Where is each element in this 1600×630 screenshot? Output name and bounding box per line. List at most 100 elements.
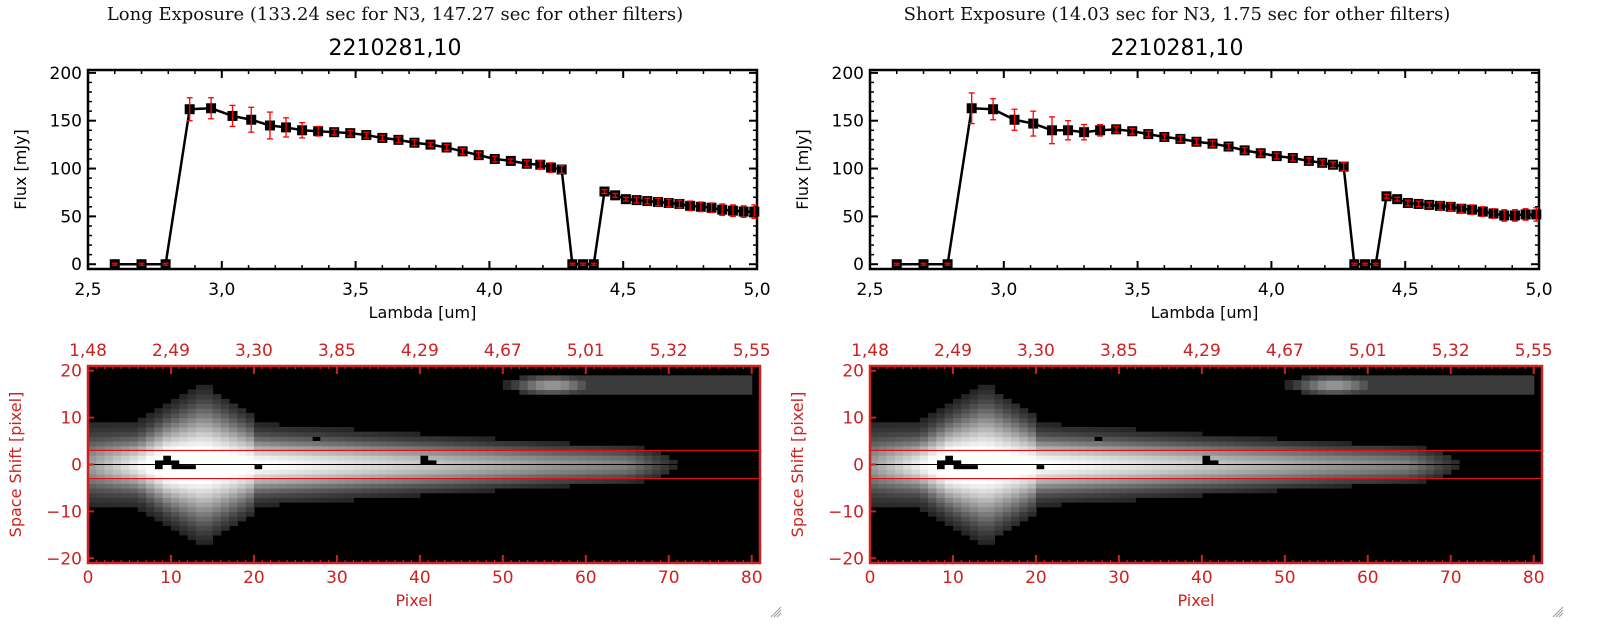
image-pixel — [969, 426, 979, 433]
image-pixel — [237, 412, 247, 419]
image-pixel — [1268, 473, 1278, 480]
image-pixel — [96, 422, 106, 428]
image-pixel — [262, 478, 272, 484]
image-pixel — [952, 441, 962, 447]
exposure-title: Long Exposure (133.24 sec for N3, 147.27… — [106, 4, 684, 25]
image-pixel — [204, 422, 214, 428]
image-pixel — [104, 441, 114, 447]
image-pixel — [444, 436, 454, 442]
image-pixel — [428, 436, 438, 442]
image-pixel — [1185, 450, 1195, 456]
image-pixel — [204, 487, 214, 494]
image-pixel — [986, 445, 996, 452]
image-pixel — [187, 441, 197, 447]
image-pixel — [1168, 445, 1178, 452]
image-pixel — [187, 455, 197, 461]
image-pixel — [1069, 436, 1079, 442]
image-pixel — [121, 431, 131, 437]
image-pixel — [195, 506, 205, 513]
image-pixel — [1135, 464, 1145, 470]
image-pixel — [1127, 450, 1137, 456]
image-pixel — [137, 502, 147, 508]
image-pixel — [353, 492, 363, 498]
image-pixel — [1193, 431, 1203, 437]
image-pixel — [237, 492, 247, 498]
y-tick-label: 50 — [60, 207, 82, 227]
image-pixel — [170, 403, 180, 409]
image-pixel — [170, 525, 180, 531]
image-pixel — [179, 469, 189, 475]
image-pixel — [444, 445, 454, 452]
image-pixel — [894, 478, 904, 484]
image-pixel — [903, 478, 913, 484]
image-pixel — [278, 445, 288, 452]
image-pixel — [936, 441, 946, 447]
image-pixel — [469, 445, 479, 452]
image-pixel — [96, 497, 106, 503]
image-pixel — [1425, 459, 1435, 466]
image-pixel — [212, 520, 222, 527]
image-pixel — [187, 412, 197, 419]
image-pixel — [179, 473, 189, 480]
image-pixel — [635, 375, 645, 381]
image-pixel — [121, 464, 131, 470]
image-pixel — [710, 384, 720, 391]
image-pixel — [137, 483, 147, 489]
image-pixel — [1409, 375, 1419, 381]
image-pixel — [1135, 455, 1145, 461]
image-pixel — [469, 487, 479, 494]
image-pixel — [1226, 441, 1236, 447]
image-pixel — [519, 459, 529, 466]
image-pixel — [386, 445, 396, 452]
image-pixel — [361, 492, 371, 498]
image-pixel — [1235, 436, 1244, 442]
image-pixel — [1508, 384, 1518, 391]
image-pixel — [146, 426, 155, 433]
image-pixel — [878, 487, 888, 494]
image-pixel — [137, 464, 147, 470]
image-pixel — [1342, 380, 1352, 386]
image-pixel — [453, 473, 462, 480]
image-pixel — [146, 422, 155, 428]
image-pixel — [1276, 478, 1286, 484]
image-pixel — [1102, 431, 1112, 437]
image-pixel — [146, 412, 155, 419]
image-pixel — [1060, 450, 1070, 456]
image-pixel — [643, 473, 653, 480]
image-pixel — [187, 511, 197, 517]
image-pixel — [560, 455, 570, 461]
image-pixel — [911, 497, 921, 503]
image-pixel — [1011, 516, 1020, 522]
image-pixel — [577, 380, 587, 386]
image-pixel — [1035, 441, 1045, 447]
image-pixel — [552, 389, 562, 395]
y-tick-label: 0 — [71, 456, 82, 476]
image-pixel — [1060, 426, 1070, 433]
image-pixel — [1268, 483, 1278, 489]
image-pixel — [1143, 492, 1153, 498]
resize-grip-icon[interactable] — [768, 604, 782, 618]
image-pixel — [536, 389, 545, 395]
image-pixel — [1027, 445, 1037, 452]
image-pixel — [1359, 384, 1369, 391]
error-bar — [379, 134, 386, 142]
image-pixel — [1251, 459, 1261, 466]
image-pixel — [312, 450, 321, 456]
image-pixel — [936, 511, 946, 517]
image-pixel — [179, 516, 189, 522]
image-pixel — [1011, 473, 1020, 480]
image-pixel — [1002, 520, 1012, 527]
image-pixel — [1118, 426, 1128, 433]
image-pixel — [919, 464, 929, 470]
image-pixel — [977, 516, 987, 522]
top-x-tick-label: 2,49 — [934, 341, 972, 361]
image-pixel — [1409, 389, 1419, 395]
image-pixel — [287, 483, 297, 489]
image-pixel — [1127, 441, 1137, 447]
image-pixel — [602, 455, 612, 461]
image-pixel — [894, 436, 904, 442]
image-pixel — [1102, 487, 1112, 494]
image-pixel — [129, 441, 139, 447]
image-pixel — [403, 492, 413, 498]
resize-grip-icon[interactable] — [1550, 604, 1564, 618]
